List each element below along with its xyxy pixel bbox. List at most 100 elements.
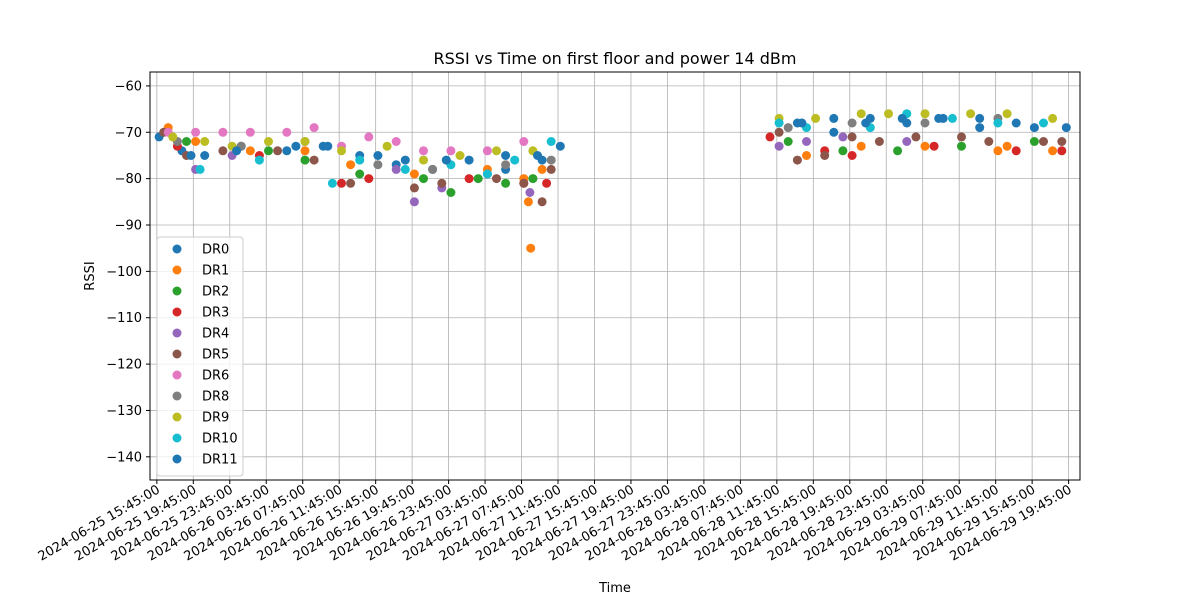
point-dr8 xyxy=(373,160,383,170)
point-dr9 xyxy=(419,155,428,165)
legend-label: DR4 xyxy=(202,327,229,342)
point-dr11 xyxy=(975,113,985,123)
chart-title: RSSI vs Time on first floor and power 14… xyxy=(434,49,797,68)
point-dr9 xyxy=(382,141,392,151)
point-dr2 xyxy=(783,137,793,146)
point-dr10 xyxy=(993,118,1003,128)
point-dr1 xyxy=(1002,141,1012,151)
legend-marker xyxy=(172,265,182,275)
point-dr10 xyxy=(546,137,556,146)
point-dr1 xyxy=(526,243,536,253)
point-dr0 xyxy=(464,155,474,165)
point-dr11 xyxy=(1061,123,1071,133)
point-dr6 xyxy=(446,146,456,156)
point-dr2 xyxy=(1029,137,1039,146)
point-dr4 xyxy=(409,197,419,207)
point-dr5 xyxy=(346,178,356,188)
legend-marker xyxy=(172,286,182,296)
point-dr3 xyxy=(464,174,474,184)
point-dr2 xyxy=(264,146,273,156)
point-dr9 xyxy=(455,151,465,160)
legend-marker xyxy=(172,328,182,338)
legend-label: DR3 xyxy=(202,306,229,321)
legend-marker xyxy=(172,349,182,359)
point-dr6 xyxy=(519,137,529,146)
point-dr1 xyxy=(993,146,1003,156)
point-dr3 xyxy=(364,174,374,184)
point-dr5 xyxy=(537,197,547,207)
point-dr1 xyxy=(523,197,533,207)
point-dr11 xyxy=(501,151,511,160)
point-dr4 xyxy=(902,137,912,146)
point-dr5 xyxy=(911,132,921,142)
point-dr1 xyxy=(920,141,930,151)
legend-label: DR10 xyxy=(202,432,238,447)
x-axis-title: Time xyxy=(598,581,631,596)
legend-label: DR9 xyxy=(202,411,229,426)
point-dr10 xyxy=(510,155,520,165)
point-dr6 xyxy=(364,132,374,142)
legend-marker xyxy=(172,244,182,254)
point-dr5 xyxy=(309,155,319,165)
point-dr11 xyxy=(373,151,383,160)
point-dr5 xyxy=(792,155,802,165)
point-dr11 xyxy=(797,118,807,128)
point-dr4 xyxy=(802,137,811,146)
legend-marker xyxy=(172,412,182,422)
point-dr6 xyxy=(245,127,255,137)
point-dr11 xyxy=(291,141,301,151)
point-dr10 xyxy=(254,155,264,165)
y-tick-label: −70 xyxy=(115,126,142,141)
point-dr2 xyxy=(446,188,456,197)
point-dr5 xyxy=(957,132,966,142)
point-dr3 xyxy=(542,178,552,188)
y-axis-title: RSSI xyxy=(83,261,98,290)
point-dr8 xyxy=(847,118,857,128)
plot-area-frame xyxy=(149,71,1081,481)
y-tick-label: −100 xyxy=(106,265,142,280)
point-dr2 xyxy=(838,146,848,156)
legend-marker xyxy=(172,370,182,380)
point-dr4 xyxy=(391,164,401,174)
point-dr2 xyxy=(473,174,483,184)
point-dr11 xyxy=(934,113,944,123)
point-dr3 xyxy=(1057,146,1067,156)
point-dr1 xyxy=(856,141,866,151)
point-dr9 xyxy=(884,109,893,119)
point-dr5 xyxy=(774,127,784,137)
point-dr5 xyxy=(546,164,556,174)
point-dr5 xyxy=(218,146,228,156)
point-dr9 xyxy=(337,146,346,156)
point-dr5 xyxy=(409,183,419,193)
point-dr0 xyxy=(282,146,292,156)
point-dr9 xyxy=(1048,113,1058,123)
point-dr5 xyxy=(273,146,283,156)
legend-label: DR8 xyxy=(202,390,229,405)
point-dr10 xyxy=(482,169,492,179)
point-dr2 xyxy=(419,174,428,184)
point-dr9 xyxy=(811,113,821,123)
point-dr8 xyxy=(783,123,793,133)
point-dr6 xyxy=(419,146,428,156)
point-dr3 xyxy=(765,132,775,142)
point-dr2 xyxy=(528,174,538,184)
point-dr2 xyxy=(893,146,903,156)
point-dr1 xyxy=(346,160,356,170)
point-dr10 xyxy=(1039,118,1048,128)
point-dr8 xyxy=(501,160,511,170)
point-dr11 xyxy=(555,141,565,151)
point-dr3 xyxy=(337,178,346,188)
point-dr6 xyxy=(191,127,201,137)
y-tick-label: −60 xyxy=(115,79,142,94)
legend-label: DR6 xyxy=(202,369,229,384)
point-dr11 xyxy=(829,113,839,123)
legend-label: DR1 xyxy=(202,264,229,279)
y-tick-label: −120 xyxy=(106,358,142,373)
point-dr8 xyxy=(428,164,438,174)
point-dr9 xyxy=(168,132,178,142)
point-dr6 xyxy=(309,123,319,133)
point-dr9 xyxy=(264,137,273,146)
point-dr11 xyxy=(897,113,907,123)
